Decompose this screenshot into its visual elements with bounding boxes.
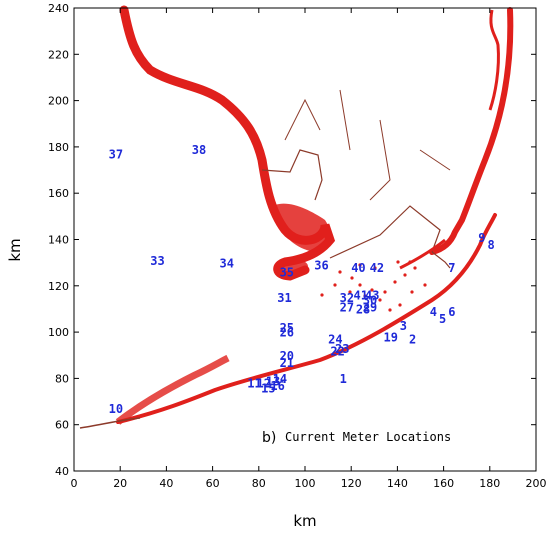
station-label-26: 26 <box>280 326 294 340</box>
station-label-33: 33 <box>150 254 164 268</box>
bay-key-dot <box>403 273 406 276</box>
figure-caption: b) Current Meter Locations <box>262 430 451 446</box>
y-tick-label: 60 <box>55 419 69 432</box>
station-label-21: 21 <box>280 356 294 370</box>
station-label-31: 31 <box>277 291 291 305</box>
x-tick-label: 180 <box>479 477 500 490</box>
station-label-38: 38 <box>192 143 206 157</box>
x-tick-label: 160 <box>433 477 454 490</box>
y-tick-label: 160 <box>48 187 69 200</box>
bay-key-dot <box>350 276 353 279</box>
station-label-19: 19 <box>384 330 398 344</box>
station-label-3: 3 <box>400 319 407 333</box>
station-label-37: 37 <box>109 147 123 161</box>
x-axis-title: km <box>293 512 316 530</box>
bay-key-dot <box>393 280 396 283</box>
station-label-8: 8 <box>487 238 494 252</box>
y-tick-label: 220 <box>48 48 69 61</box>
y-tick-label: 120 <box>48 280 69 293</box>
y-tick-label: 100 <box>48 326 69 339</box>
x-tick-label: 120 <box>341 477 362 490</box>
bay-key-dot <box>423 283 426 286</box>
station-label-24: 24 <box>328 333 342 347</box>
caption-letter: b) <box>262 430 276 446</box>
station-label-7: 7 <box>448 261 455 275</box>
y-tick-label: 140 <box>48 234 69 247</box>
station-label-35: 35 <box>280 266 294 280</box>
bay-key-dot <box>413 266 416 269</box>
bay-key-dot <box>383 290 386 293</box>
y-tick-label: 240 <box>48 2 69 15</box>
station-label-2: 2 <box>409 333 416 347</box>
y-tick-label: 180 <box>48 141 69 154</box>
bay-key-dot <box>388 308 391 311</box>
station-label-34: 34 <box>220 256 234 270</box>
station-label-10: 10 <box>109 402 123 416</box>
y-axis-title: km <box>6 238 24 261</box>
station-label-5: 5 <box>439 312 446 326</box>
dry-tortugas-reef <box>80 418 140 428</box>
station-label-1: 1 <box>340 372 347 386</box>
bay-key-dot <box>396 260 399 263</box>
x-tick-label: 200 <box>526 477 547 490</box>
x-tick-label: 40 <box>159 477 173 490</box>
y-tick-label: 80 <box>55 372 69 385</box>
station-label-36: 36 <box>314 259 328 273</box>
station-label-32: 32 <box>340 291 354 305</box>
bay-key-dot <box>320 293 323 296</box>
x-tick-label: 60 <box>206 477 220 490</box>
land-mass <box>80 10 510 428</box>
bay-key-dot <box>333 283 336 286</box>
bay-key-dot <box>410 290 413 293</box>
x-tick-label: 100 <box>295 477 316 490</box>
station-label-40: 40 <box>351 261 365 275</box>
station-label-42: 42 <box>370 261 384 275</box>
inland-boundary <box>262 150 440 258</box>
station-label-16: 16 <box>270 379 284 393</box>
station-label-9: 9 <box>478 231 485 245</box>
bay-key-dot <box>338 270 341 273</box>
station-label-43: 43 <box>365 289 379 303</box>
x-tick-label: 20 <box>113 477 127 490</box>
bay-key-dot <box>358 283 361 286</box>
x-tick-label: 0 <box>71 477 78 490</box>
x-tick-label: 140 <box>387 477 408 490</box>
ten-thousand-islands <box>275 204 330 252</box>
station-label-6: 6 <box>448 305 455 319</box>
north-key-largo <box>400 240 445 268</box>
bay-key-dot <box>398 303 401 306</box>
east-coast-inlet <box>490 10 498 110</box>
x-tick-label: 80 <box>252 477 266 490</box>
y-tick-label: 200 <box>48 95 69 108</box>
y-tick-label: 40 <box>55 465 69 478</box>
caption-text: Current Meter Locations <box>285 430 451 444</box>
station-label-4: 4 <box>430 305 437 319</box>
interior-waterways <box>285 90 450 200</box>
